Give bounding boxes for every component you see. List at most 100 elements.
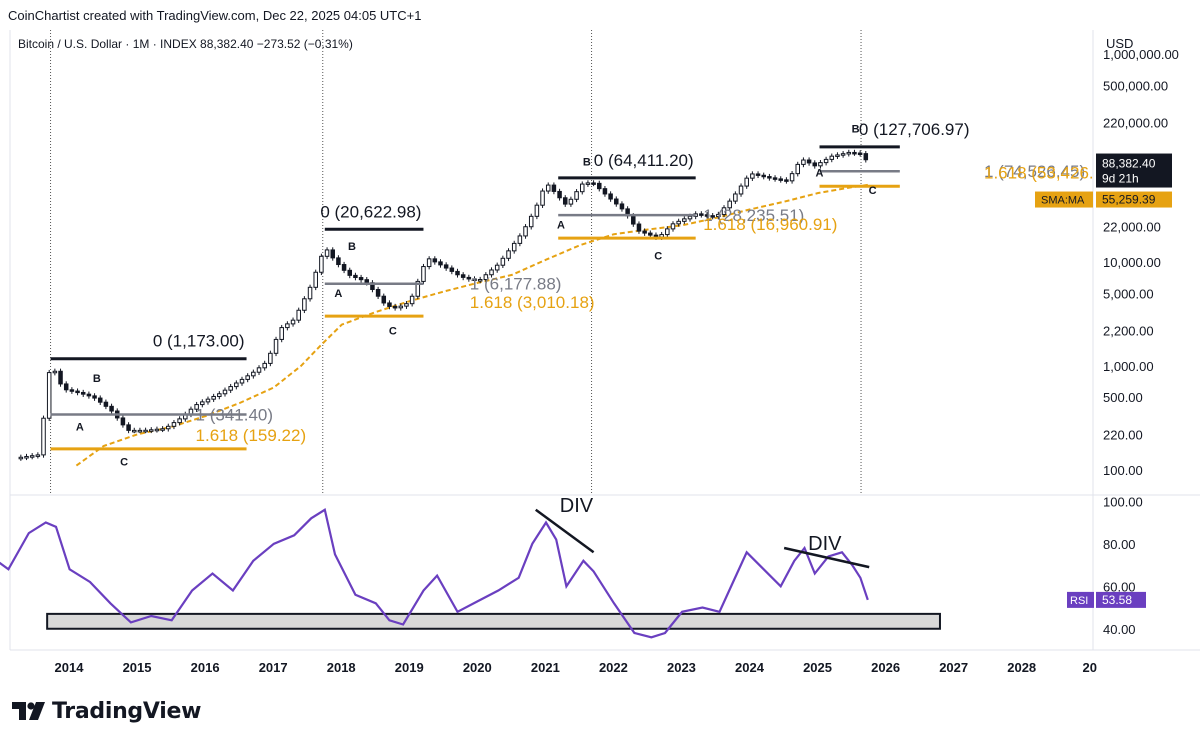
- grid-layer: [9, 30, 1200, 651]
- candle-body: [120, 417, 126, 426]
- candle-body: [438, 261, 443, 266]
- candle-body: [557, 190, 562, 199]
- candle-body: [636, 223, 642, 232]
- fib-label-1: 1 (6,177.88): [470, 275, 562, 294]
- fib-label-1618: 1.618 (159.22): [196, 426, 307, 445]
- divergence-line: [783, 546, 870, 569]
- fib-label-1618: 1.618 (53,426.: [984, 163, 1094, 182]
- candle-body: [784, 179, 789, 182]
- candle-body: [160, 428, 165, 431]
- fib-levels-layer: 0 (1,173.00) 1 (341.40) 1.618 (159.22) A B C 0…: [50, 120, 1094, 469]
- candle-body: [268, 352, 273, 364]
- candle-body: [307, 286, 313, 300]
- candle-body: [710, 215, 715, 218]
- price-tick-label: 1,000,000.00: [1103, 47, 1179, 62]
- candle-body: [682, 218, 687, 222]
- candle-body: [285, 323, 290, 329]
- time-tick-label: 2020: [463, 660, 492, 675]
- rsi-line: [0, 508, 869, 639]
- candle-body: [279, 327, 284, 340]
- candle-body: [69, 389, 75, 392]
- candle-body: [353, 274, 358, 279]
- price-tick-label: 1,000.00: [1103, 359, 1154, 374]
- candle-body: [761, 174, 766, 178]
- candle-body: [409, 295, 415, 305]
- fib-label-0: 0 (127,706.97): [859, 120, 970, 139]
- candle-body: [687, 215, 693, 220]
- sma-value: 55,259.39: [1102, 193, 1156, 207]
- fib-label-1: 1 (74,526.45): [984, 162, 1085, 181]
- candle-body: [608, 193, 613, 200]
- chart-canvas[interactable]: 0 (1,173.00) 1 (341.40) 1.618 (159.22) A B C 0…: [0, 0, 1200, 690]
- candle-body: [579, 183, 585, 193]
- candle-body: [789, 173, 795, 182]
- candle-body: [455, 270, 460, 276]
- candle-body: [290, 319, 296, 325]
- candle-body: [806, 159, 812, 164]
- time-tick-label: 2024: [735, 660, 765, 675]
- candle-body: [97, 397, 103, 403]
- candle-body: [852, 151, 857, 155]
- time-tick-label: 2026: [871, 660, 900, 675]
- candle-body: [449, 267, 455, 272]
- wave-point-label: A: [334, 288, 342, 300]
- wave-point-label: B: [852, 124, 860, 136]
- wave-point-label: C: [869, 185, 877, 197]
- candle-body: [228, 386, 233, 391]
- candle-body: [801, 159, 806, 165]
- candle-body: [194, 404, 199, 410]
- price-tick-label: 500.00: [1103, 390, 1143, 405]
- candle-body: [614, 198, 619, 205]
- sma-legend-label: SMA:MA: [1041, 195, 1085, 207]
- candle-body: [585, 182, 591, 185]
- candle-body: [443, 264, 449, 269]
- candle-body: [676, 220, 681, 225]
- candles-layer: [18, 149, 869, 461]
- time-tick-label: 2025: [803, 660, 832, 675]
- candle-body: [358, 277, 364, 281]
- candle-body: [432, 258, 438, 263]
- candle-body: [534, 204, 540, 217]
- candle-body: [466, 276, 472, 280]
- candle-body: [319, 255, 324, 273]
- last-price-value: 88,382.40: [1102, 157, 1156, 171]
- candle-body: [41, 417, 46, 456]
- candle-body: [273, 338, 279, 354]
- time-tick-label: 20: [1083, 660, 1097, 675]
- candle-body: [52, 370, 58, 374]
- candle-body: [500, 257, 506, 266]
- price-tick-label: 10,000.00: [1103, 255, 1161, 270]
- rsi-legend-label: RSI: [1070, 595, 1088, 607]
- tradingview-logo-icon: [12, 702, 45, 720]
- candle-body: [46, 372, 52, 419]
- candle-body: [35, 454, 41, 457]
- candle-body: [18, 456, 24, 460]
- wave-point-label: B: [348, 241, 356, 253]
- candle-body: [251, 371, 256, 377]
- candle-body: [631, 215, 636, 225]
- fib-label-1618: 1.618 (3,010.18): [470, 293, 595, 312]
- tradingview-logo[interactable]: TradingView: [12, 696, 201, 726]
- rsi-value: 53.58: [1102, 593, 1132, 607]
- candle-body: [857, 152, 863, 156]
- sma-value-badge: [1096, 191, 1172, 208]
- candle-body: [716, 213, 721, 218]
- candle-body: [177, 418, 182, 424]
- candle-body: [670, 223, 676, 230]
- candle-body: [721, 207, 727, 215]
- axes-layer: 1,000,000.00 500,000.00 220,000.00 22,000.0…: [18, 36, 1179, 675]
- wave-point-label: C: [120, 457, 128, 469]
- candle-body: [835, 154, 840, 157]
- candle-body: [738, 185, 744, 195]
- candle-body: [829, 155, 835, 160]
- candle-body: [460, 274, 466, 278]
- candle-body: [347, 269, 353, 276]
- candle-body: [517, 235, 523, 244]
- wave-point-label: A: [76, 421, 84, 433]
- rsi-tick-label: 60.00: [1103, 579, 1136, 594]
- candle-body: [795, 163, 801, 175]
- time-tick-label: 2019: [395, 660, 424, 675]
- bar-countdown: 9d 21h: [1102, 172, 1139, 186]
- candle-body: [699, 213, 704, 216]
